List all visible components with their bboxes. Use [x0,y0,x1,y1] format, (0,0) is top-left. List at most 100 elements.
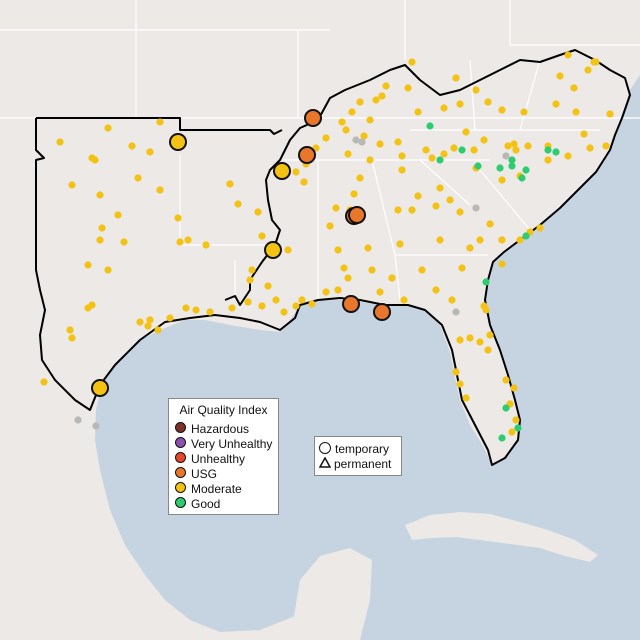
site-marker[interactable] [486,331,494,339]
site-marker[interactable] [564,51,572,59]
site-marker[interactable] [98,224,106,232]
site-marker[interactable] [504,142,512,150]
site-marker[interactable] [66,326,74,334]
site-marker[interactable] [570,84,578,92]
site-marker[interactable] [84,261,92,269]
site-marker[interactable] [472,204,480,212]
site-marker[interactable] [580,130,588,138]
site-marker[interactable] [166,314,174,322]
site-marker[interactable] [146,316,154,324]
site-marker[interactable] [292,168,300,176]
site-marker[interactable] [300,178,308,186]
site-marker[interactable] [156,118,164,126]
site-marker[interactable] [590,58,598,66]
site-marker[interactable] [508,162,516,170]
site-marker[interactable] [514,424,522,432]
site-marker[interactable] [184,236,192,244]
site-marker[interactable] [432,202,440,210]
site-marker[interactable] [344,150,352,158]
temporary-site-marker[interactable] [273,162,291,180]
site-marker[interactable] [146,148,154,156]
site-marker[interactable] [572,108,580,116]
site-marker[interactable] [400,296,408,304]
site-marker[interactable] [544,146,552,154]
site-marker[interactable] [258,302,266,310]
site-marker[interactable] [388,274,396,282]
site-marker[interactable] [470,146,478,154]
site-marker[interactable] [226,180,234,188]
site-marker[interactable] [284,246,292,254]
site-marker[interactable] [458,264,466,272]
site-marker[interactable] [272,296,280,304]
site-marker[interactable] [564,152,572,160]
site-marker[interactable] [486,220,494,228]
site-marker[interactable] [522,166,530,174]
site-marker[interactable] [74,416,82,424]
site-marker[interactable] [502,404,510,412]
site-marker[interactable] [96,236,104,244]
site-marker[interactable] [476,338,484,346]
site-marker[interactable] [456,336,464,344]
site-marker[interactable] [308,300,316,308]
site-marker[interactable] [606,110,614,118]
site-marker[interactable] [382,82,390,90]
site-marker[interactable] [452,368,460,376]
site-marker[interactable] [206,308,214,316]
site-marker[interactable] [432,286,440,294]
site-marker[interactable] [364,244,372,252]
site-marker[interactable] [484,98,492,106]
site-marker[interactable] [414,108,422,116]
site-marker[interactable] [422,146,430,154]
site-marker[interactable] [376,288,384,296]
site-marker[interactable] [258,232,266,240]
site-marker[interactable] [202,241,210,249]
site-marker[interactable] [510,384,518,392]
site-marker[interactable] [332,204,340,212]
site-marker[interactable] [404,84,412,92]
site-marker[interactable] [498,176,506,184]
site-marker[interactable] [462,128,470,136]
site-marker[interactable] [436,236,444,244]
site-marker[interactable] [552,148,560,156]
site-marker[interactable] [366,116,374,124]
site-marker[interactable] [394,206,402,214]
site-marker[interactable] [298,296,306,304]
temporary-site-marker[interactable] [348,206,366,224]
site-marker[interactable] [394,138,402,146]
site-marker[interactable] [340,264,348,272]
site-marker[interactable] [510,140,518,148]
temporary-site-marker[interactable] [264,241,282,259]
site-marker[interactable] [356,174,364,182]
site-marker[interactable] [398,166,406,174]
site-marker[interactable] [602,142,610,150]
site-marker[interactable] [586,144,594,152]
site-marker[interactable] [104,124,112,132]
site-marker[interactable] [114,211,122,219]
site-marker[interactable] [134,174,142,182]
site-marker[interactable] [466,334,474,342]
site-marker[interactable] [182,304,190,312]
temporary-site-marker[interactable] [342,295,360,313]
site-marker[interactable] [498,236,506,244]
site-marker[interactable] [338,118,346,126]
site-marker[interactable] [144,322,152,330]
site-marker[interactable] [120,238,128,246]
site-marker[interactable] [516,236,524,244]
site-marker[interactable] [322,288,330,296]
site-marker[interactable] [408,206,416,214]
site-marker[interactable] [192,306,200,314]
site-marker[interactable] [348,108,356,116]
temporary-site-marker[interactable] [298,146,316,164]
site-marker[interactable] [482,278,490,286]
site-marker[interactable] [84,304,92,312]
site-marker[interactable] [436,184,444,192]
site-marker[interactable] [522,232,530,240]
site-marker[interactable] [450,144,458,152]
site-marker[interactable] [154,326,162,334]
site-marker[interactable] [428,154,436,162]
temporary-site-marker[interactable] [373,303,391,321]
site-marker[interactable] [466,244,474,252]
site-marker[interactable] [376,140,384,148]
site-marker[interactable] [452,74,460,82]
